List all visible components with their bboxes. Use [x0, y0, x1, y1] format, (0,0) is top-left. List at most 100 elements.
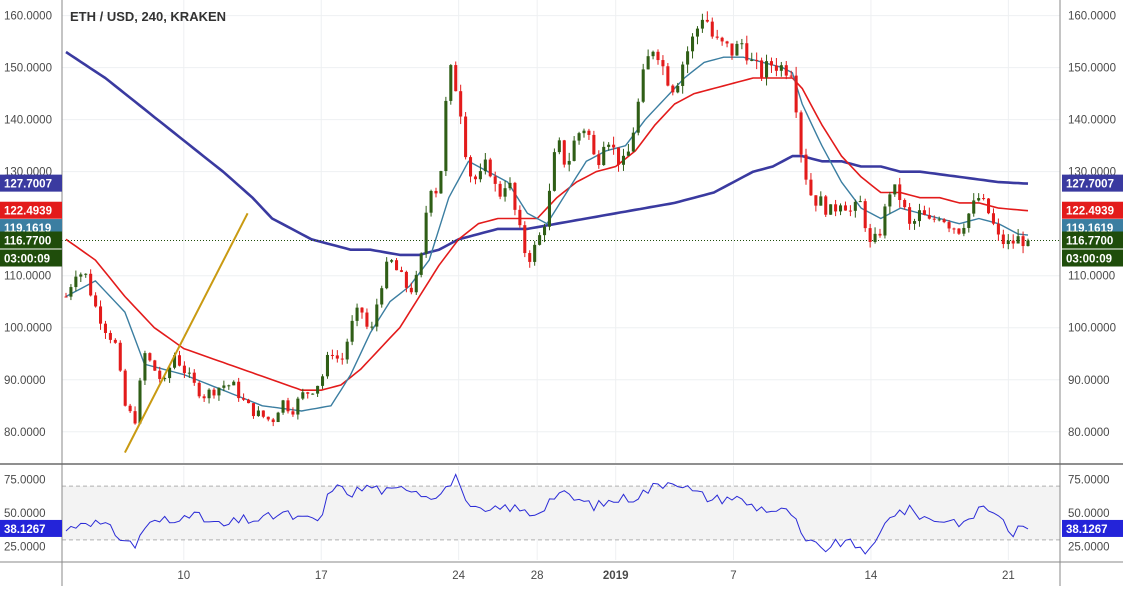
- candle-body[interactable]: [819, 196, 823, 206]
- candle-body[interactable]: [128, 405, 132, 412]
- candle-body[interactable]: [321, 376, 325, 386]
- candle-body[interactable]: [848, 210, 852, 212]
- time-tick-label[interactable]: 17: [315, 570, 328, 582]
- candle-body[interactable]: [483, 159, 487, 172]
- candle-body[interactable]: [538, 235, 542, 245]
- candle-body[interactable]: [375, 304, 379, 327]
- time-tick-label[interactable]: 14: [865, 570, 878, 582]
- candle-body[interactable]: [217, 387, 221, 396]
- candle-body[interactable]: [459, 91, 463, 117]
- candle-body[interactable]: [913, 221, 917, 224]
- candle-body[interactable]: [843, 205, 847, 211]
- candle-body[interactable]: [666, 66, 670, 86]
- candle-body[interactable]: [582, 130, 586, 134]
- candle-body[interactable]: [153, 360, 157, 371]
- candle-body[interactable]: [927, 214, 931, 219]
- candle-body[interactable]: [212, 389, 216, 396]
- candle-body[interactable]: [681, 64, 685, 86]
- candle-body[interactable]: [301, 392, 305, 399]
- candle-body[interactable]: [863, 201, 867, 229]
- candle-body[interactable]: [498, 183, 502, 197]
- time-tick-label[interactable]: 10: [177, 570, 190, 582]
- candle-body[interactable]: [251, 403, 255, 417]
- candle-body[interactable]: [829, 204, 833, 215]
- candle-body[interactable]: [883, 206, 887, 236]
- candle-body[interactable]: [745, 43, 749, 61]
- candle-body[interactable]: [513, 182, 517, 210]
- candle-body[interactable]: [765, 61, 769, 78]
- candle-body[interactable]: [419, 253, 423, 275]
- candle-body[interactable]: [291, 411, 295, 415]
- candle-body[interactable]: [547, 190, 551, 227]
- candle-body[interactable]: [587, 130, 591, 135]
- candle-body[interactable]: [182, 365, 186, 374]
- candle-body[interactable]: [908, 207, 912, 224]
- candle-body[interactable]: [952, 228, 956, 230]
- candle-body[interactable]: [552, 152, 556, 191]
- candle-body[interactable]: [123, 370, 127, 406]
- candle-body[interactable]: [710, 21, 714, 37]
- candle-body[interactable]: [232, 381, 236, 386]
- candle-body[interactable]: [932, 218, 936, 220]
- time-tick-label[interactable]: 24: [452, 570, 465, 582]
- candle-body[interactable]: [760, 60, 764, 78]
- candle-body[interactable]: [656, 51, 660, 61]
- candle-body[interactable]: [237, 381, 241, 399]
- candle-body[interactable]: [202, 396, 206, 399]
- candle-body[interactable]: [651, 51, 655, 57]
- candle-body[interactable]: [316, 385, 320, 394]
- candle-body[interactable]: [730, 43, 734, 56]
- candle-body[interactable]: [824, 196, 828, 215]
- candle-body[interactable]: [789, 75, 793, 77]
- candle-body[interactable]: [626, 151, 630, 156]
- candle-body[interactable]: [118, 342, 122, 371]
- candle-body[interactable]: [814, 195, 818, 206]
- candle-body[interactable]: [449, 65, 453, 101]
- candle-body[interactable]: [488, 159, 492, 177]
- candle-body[interactable]: [380, 288, 384, 305]
- candle-body[interactable]: [464, 116, 468, 158]
- candle-body[interactable]: [562, 140, 566, 165]
- candle-body[interactable]: [784, 65, 788, 76]
- trendline-layer[interactable]: [124, 212, 249, 454]
- candle-body[interactable]: [508, 182, 512, 189]
- candle-body[interactable]: [256, 410, 260, 417]
- candle-body[interactable]: [340, 358, 344, 360]
- candle-body[interactable]: [671, 85, 675, 93]
- candle-body[interactable]: [469, 157, 473, 177]
- candle-body[interactable]: [429, 190, 433, 213]
- candle-body[interactable]: [572, 140, 576, 161]
- candle-body[interactable]: [987, 198, 991, 214]
- candle-body[interactable]: [345, 341, 349, 360]
- candle-body[interactable]: [311, 393, 315, 395]
- candle-body[interactable]: [567, 160, 571, 165]
- candle-body[interactable]: [69, 287, 73, 297]
- candle-body[interactable]: [385, 261, 389, 289]
- candle-body[interactable]: [370, 326, 374, 328]
- candle-body[interactable]: [222, 385, 226, 388]
- candle-body[interactable]: [577, 133, 581, 141]
- candle-body[interactable]: [700, 19, 704, 29]
- candle-body[interactable]: [306, 392, 310, 394]
- candle-body[interactable]: [1026, 240, 1030, 247]
- candle-body[interactable]: [858, 201, 862, 203]
- candle-body[interactable]: [173, 355, 177, 368]
- candle-body[interactable]: [799, 112, 803, 155]
- candle-body[interactable]: [917, 210, 921, 222]
- candle-body[interactable]: [281, 400, 285, 413]
- candle-body[interactable]: [774, 65, 778, 71]
- candle-body[interactable]: [404, 271, 408, 288]
- candle-body[interactable]: [834, 204, 838, 212]
- candle-body[interactable]: [661, 60, 665, 67]
- candle-body[interactable]: [947, 222, 951, 229]
- candle-body[interactable]: [607, 144, 611, 147]
- candle-body[interactable]: [612, 144, 616, 148]
- candle-body[interactable]: [1011, 240, 1015, 244]
- candle-body[interactable]: [197, 382, 201, 397]
- candle-body[interactable]: [720, 37, 724, 42]
- candle-body[interactable]: [133, 411, 137, 424]
- candle-body[interactable]: [1016, 236, 1020, 244]
- candle-body[interactable]: [261, 410, 265, 417]
- candle-body[interactable]: [937, 219, 941, 221]
- candle-body[interactable]: [271, 419, 275, 423]
